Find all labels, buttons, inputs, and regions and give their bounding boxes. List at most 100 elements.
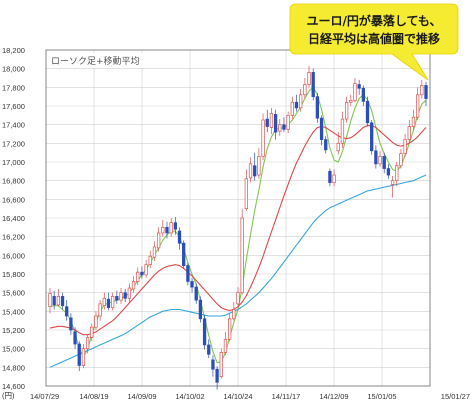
x-tick-label: 14/12/09 <box>319 392 348 401</box>
candle-body <box>227 318 232 340</box>
candle-up <box>219 348 223 379</box>
candle-body <box>361 87 365 102</box>
candle-up <box>90 323 94 342</box>
candle-up <box>227 313 232 342</box>
candle-body <box>303 84 307 96</box>
candle-up <box>156 227 161 252</box>
candle-up <box>223 331 228 356</box>
x-axis-ticks: 14/07/29 14/08/19 14/09/09 14/10/02 14/10/24… <box>30 392 470 401</box>
candle-up <box>403 134 407 158</box>
candle-up <box>261 113 265 161</box>
candle-body <box>77 343 81 366</box>
candle-up <box>131 275 136 293</box>
y-tick-label: 18,200 <box>2 46 25 55</box>
candle-body <box>52 296 56 306</box>
candle-body <box>73 331 77 345</box>
candle-up <box>144 260 148 278</box>
candle-body <box>127 287 132 299</box>
candle-down <box>282 117 286 133</box>
candle-down <box>182 240 186 269</box>
candle-body <box>161 226 165 234</box>
candle-body <box>236 292 240 305</box>
candle-body <box>90 326 94 338</box>
candle-body <box>219 352 223 378</box>
candle-up <box>119 288 123 304</box>
candle-down <box>311 68 315 101</box>
candle-body <box>186 265 190 282</box>
candle-body <box>370 122 374 152</box>
chart-title: ローソク足+移動平均 <box>51 55 140 67</box>
annotation-bubble: ユーロ/円が暴落しても、 日経平均は高値圏で推移 <box>289 3 459 81</box>
candle-down <box>215 366 219 390</box>
candle-down <box>324 135 328 154</box>
candle-body <box>315 96 320 119</box>
candle-down <box>265 109 269 133</box>
candle-body <box>290 101 294 116</box>
candle-body <box>207 344 211 355</box>
candle-down <box>177 227 182 250</box>
candle-down <box>73 327 77 349</box>
candle-body <box>102 297 106 307</box>
candle-down <box>253 152 257 181</box>
candle-up <box>415 87 420 120</box>
annotation-bubble-shape <box>289 3 459 81</box>
candle-up <box>244 169 249 211</box>
candle-up <box>303 78 307 99</box>
candle-body <box>94 315 98 328</box>
candle-body <box>311 72 315 98</box>
candle-down <box>190 277 194 293</box>
candle-down <box>273 109 278 140</box>
candle-body <box>232 309 236 320</box>
annotation-line-2: 日経平均は高値圏で推移 <box>308 31 440 46</box>
candle-body <box>357 84 361 89</box>
candle-body <box>353 83 357 101</box>
candle-body <box>269 113 274 128</box>
candle-body <box>65 306 69 317</box>
y-tick-label: 14,800 <box>2 363 25 372</box>
candle-body <box>156 232 161 249</box>
candle-body <box>365 100 370 124</box>
candle-body <box>319 117 324 140</box>
candle-body <box>69 317 73 331</box>
candle-up <box>152 241 157 261</box>
candle-down <box>207 339 211 358</box>
candle-body <box>48 293 52 308</box>
candle-up <box>344 96 349 123</box>
candle-up <box>81 344 86 369</box>
x-tick-label: 14/11/17 <box>272 392 301 401</box>
candle-body <box>424 85 428 99</box>
candle-body <box>190 281 194 288</box>
y-axis-ticks: 18,200 18,000 17,800 17,600 17,400 17,200 17,0… <box>2 46 25 391</box>
x-tick-label: 15/01/27 <box>441 392 470 401</box>
candle-body <box>111 296 115 308</box>
candle-up <box>148 250 152 269</box>
candle-body <box>131 281 136 290</box>
candles <box>48 65 428 390</box>
candle-body <box>273 114 278 133</box>
candle-down <box>211 355 215 377</box>
candle-down <box>52 290 56 310</box>
candle-body <box>265 118 269 127</box>
y-tick-label: 15,000 <box>2 345 25 354</box>
candle-up <box>102 292 106 310</box>
x-tick-label: 14/10/02 <box>175 392 204 401</box>
plot-frame <box>45 49 431 387</box>
candle-body <box>349 100 353 103</box>
candle-down <box>115 290 119 304</box>
candle-body <box>278 124 282 132</box>
x-tick-label: 14/10/24 <box>223 392 252 401</box>
y-tick-label: 16,800 <box>2 177 25 186</box>
candle-down <box>374 145 378 169</box>
candle-up <box>290 96 294 120</box>
candle-up <box>56 288 61 307</box>
candle-body <box>144 264 148 276</box>
y-tick-label: 16,600 <box>2 195 25 204</box>
candle-down <box>319 115 324 146</box>
y-tick-label: 17,200 <box>2 139 25 148</box>
candle-down <box>186 262 190 286</box>
candle-down <box>60 292 65 310</box>
candle-body <box>378 156 382 165</box>
x-tick-label: 14/09/09 <box>127 392 156 401</box>
candle-up <box>161 219 165 237</box>
